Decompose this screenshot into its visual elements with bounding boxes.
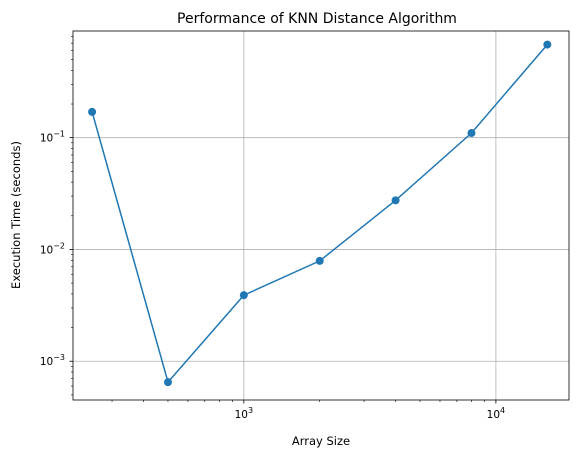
series-line-path xyxy=(91,44,548,384)
data-point xyxy=(543,40,552,49)
data-point xyxy=(315,256,324,265)
series-markers xyxy=(88,40,552,387)
data-point xyxy=(391,196,400,205)
series-line xyxy=(91,44,548,384)
y-axis: 10−3 10−2 10−1 xyxy=(40,36,73,396)
y-tick-label: 10−1 xyxy=(40,130,65,145)
chart-title: Performance of KNN Distance Algorithm xyxy=(177,11,457,27)
data-point xyxy=(467,129,476,138)
data-point xyxy=(88,107,97,116)
plot-frame xyxy=(72,30,570,401)
x-axis: 103 104 xyxy=(111,400,505,421)
x-tick-label: 104 xyxy=(487,406,505,421)
x-axis-label: Array Size xyxy=(292,434,350,448)
y-tick-label: 10−3 xyxy=(40,353,65,368)
y-axis-label: Execution Time (seconds) xyxy=(9,141,23,289)
x-tick-label: 103 xyxy=(235,406,253,421)
y-tick-label: 10−2 xyxy=(40,241,65,256)
data-point xyxy=(239,291,248,300)
grid xyxy=(73,31,569,400)
data-point xyxy=(163,378,172,387)
